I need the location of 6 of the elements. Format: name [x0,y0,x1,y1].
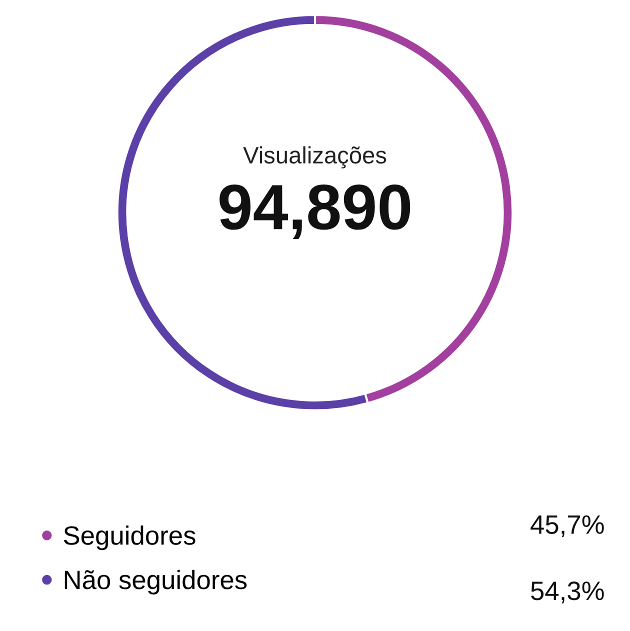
legend-label: Não seguidores [64,570,247,595]
text: 94,890 [220,184,410,240]
legend-label: Seguidores [64,526,196,550]
data-label: 54,3% [531,582,604,604]
text: Visualizações [243,146,386,168]
data-label: 45,7% [530,515,604,538]
